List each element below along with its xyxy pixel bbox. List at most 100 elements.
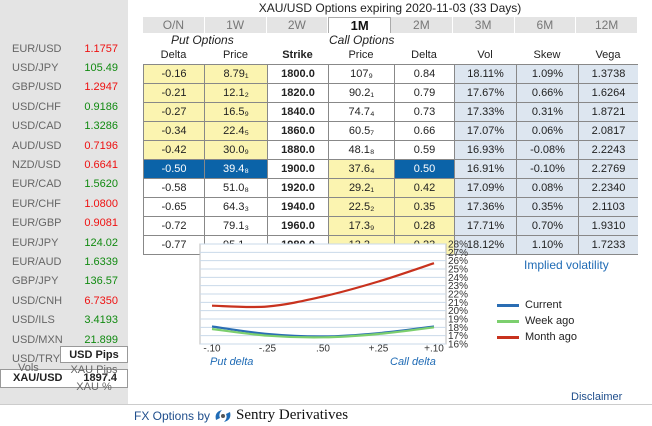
- pair-rate: 1.3286: [84, 120, 118, 133]
- cell-vega: 2.0817: [578, 122, 638, 140]
- cell-put-delta: -0.58: [143, 179, 204, 197]
- cell-vega: 2.2340: [578, 179, 638, 197]
- pair-row-usd-cnh[interactable]: USD/CNH 6.7350: [0, 291, 128, 310]
- cell-put-price: 39.4₈: [204, 160, 267, 178]
- cell-call-delta: 0.42: [394, 179, 454, 197]
- row-divider: [143, 64, 638, 65]
- cell-strike: 1840.0: [267, 103, 328, 121]
- cell-skew: 0.06%: [516, 122, 578, 140]
- put-options-header: Put Options: [171, 33, 234, 47]
- pair-row-usd-chf[interactable]: USD/CHF 0.9186: [0, 97, 128, 116]
- table-row[interactable]: -0.58 51.0₈ 1920.0 29.2₁ 0.42 17.09% 0.08% 2.23…: [143, 179, 638, 198]
- cell-call-delta: 0.50: [394, 160, 454, 178]
- pair-row-eur-aud[interactable]: EUR/AUD 1.6339: [0, 252, 128, 271]
- pair-row-aud-usd[interactable]: AUD/USD 0.7196: [0, 136, 128, 155]
- tab-12m[interactable]: 12M: [576, 17, 638, 33]
- cell-call-price: 37.6₄: [328, 160, 394, 178]
- table-row[interactable]: -0.27 16.5₉ 1840.0 74.7₄ 0.73 17.33% 0.31% 1.87…: [143, 103, 638, 122]
- y-tick-label: 27%: [448, 248, 468, 259]
- xau-pips-toggle[interactable]: XAU Pips: [70, 364, 118, 376]
- pair-row-eur-jpy[interactable]: EUR/JPY 124.02: [0, 233, 128, 252]
- cell-strike: 1940.0: [267, 198, 328, 216]
- table-row[interactable]: -0.65 64.3₃ 1940.0 22.5₂ 0.35 17.36% 0.35% 2.11…: [143, 198, 638, 217]
- pair-row-usd-cad[interactable]: USD/CAD 1.3286: [0, 117, 128, 136]
- y-tick-label: 19%: [448, 315, 468, 326]
- pair-row-eur-chf[interactable]: EUR/CHF 1.0800: [0, 194, 128, 213]
- x-tick-label: -.10: [203, 343, 221, 354]
- call-options-header: Call Options: [329, 33, 395, 47]
- cell-put-delta: -0.50: [143, 160, 204, 178]
- tab-2w[interactable]: 2W: [266, 17, 329, 33]
- legend-label: Week ago: [525, 315, 575, 327]
- tab-6m[interactable]: 6M: [514, 17, 577, 33]
- pair-name: USD/CAD: [12, 120, 62, 133]
- cell-skew: 0.70%: [516, 217, 578, 235]
- tab-3m[interactable]: 3M: [452, 17, 515, 33]
- pair-name: AUD/USD: [12, 139, 62, 152]
- cell-vol: 17.07%: [454, 122, 516, 140]
- cell-strike: 1860.0: [267, 122, 328, 140]
- pair-rate: 0.6641: [84, 158, 118, 171]
- cell-put-delta: -0.16: [143, 65, 204, 83]
- table-row-atm[interactable]: -0.50 39.4₈ 1900.0 37.6₄ 0.50 16.91% -0.10% 2.2…: [143, 160, 638, 179]
- cell-call-price: 90.2₁: [328, 84, 394, 102]
- fx-options-label[interactable]: FX Options by: [134, 409, 211, 423]
- cell-skew: 0.66%: [516, 84, 578, 102]
- tab-on[interactable]: O/N: [143, 17, 205, 33]
- pair-row-eur-usd[interactable]: EUR/USD 1.1757: [0, 39, 128, 58]
- tab-1m[interactable]: 1M: [328, 17, 391, 33]
- y-tick-label: 16%: [448, 340, 468, 351]
- cell-call-price: 74.7₄: [328, 103, 394, 121]
- y-tick-label: 17%: [448, 331, 468, 342]
- x-tick-label: .50: [316, 343, 330, 354]
- table-row[interactable]: -0.34 22.4₅ 1860.0 60.5₇ 0.66 17.07% 0.06% 2.08…: [143, 122, 638, 141]
- cell-put-delta: -0.34: [143, 122, 204, 140]
- pair-row-xau-usd[interactable]: XAU/USD 1897.4: [0, 368, 128, 388]
- row-divider: [143, 159, 638, 160]
- pair-name: USD/TRY: [12, 352, 61, 365]
- cell-put-delta: -0.27: [143, 103, 204, 121]
- call-delta-caption: Call delta: [390, 356, 436, 368]
- currency-pair-panel: EUR/USD 1.1757 USD/JPY 105.49 GBP/USD 1.2947 U…: [0, 0, 128, 404]
- table-row[interactable]: -0.42 30.0₉ 1880.0 48.1₈ 0.59 16.93% -0.08% 2.2…: [143, 141, 638, 160]
- pair-row-eur-gbp[interactable]: EUR/GBP 0.9081: [0, 214, 128, 233]
- tab-1w[interactable]: 1W: [204, 17, 267, 33]
- xau-percent-toggle[interactable]: XAU %: [76, 381, 112, 393]
- pair-row-nzd-usd[interactable]: NZD/USD 0.6641: [0, 155, 128, 174]
- y-tick-label: 24%: [448, 273, 468, 284]
- cell-skew: 0.35%: [516, 198, 578, 216]
- pair-row-usd-ils[interactable]: USD/ILS 3.4193: [0, 311, 128, 330]
- pair-name: USD/CNH: [12, 294, 63, 307]
- pair-name: EUR/JPY: [12, 236, 59, 249]
- cell-vol: 18.11%: [454, 65, 516, 83]
- cell-vega: 1.9310: [578, 217, 638, 235]
- cell-skew: 1.09%: [516, 65, 578, 83]
- pair-name: GBP/USD: [12, 81, 62, 94]
- disclaimer-link[interactable]: Disclaimer: [571, 391, 623, 403]
- pair-row-usd-jpy[interactable]: USD/JPY 105.49: [0, 58, 128, 77]
- pair-rate: 1.5620: [84, 178, 118, 191]
- series-line-month-ago: [211, 262, 435, 309]
- cell-call-delta: 0.28: [394, 217, 454, 235]
- col-header-skew: Skew: [533, 49, 561, 61]
- table-row[interactable]: -0.21 12.1₂ 1820.0 90.2₁ 0.79 17.67% 0.66% 1.62…: [143, 84, 638, 103]
- cell-strike: 1880.0: [267, 141, 328, 159]
- table-row[interactable]: -0.72 79.1₃ 1960.0 17.3₉ 0.28 17.71% 0.70% 1.93…: [143, 217, 638, 236]
- row-divider: [143, 235, 638, 236]
- cell-vol: 16.91%: [454, 160, 516, 178]
- cell-strike: 1800.0: [267, 65, 328, 83]
- y-tick-label: 22%: [448, 290, 468, 301]
- tab-2m[interactable]: 2M: [391, 17, 453, 33]
- legend-item-current: Current: [497, 298, 562, 312]
- cell-strike: 1960.0: [267, 217, 328, 235]
- pair-row-gbp-jpy[interactable]: GBP/JPY 136.57: [0, 272, 128, 291]
- col-header-strike: Strike: [282, 49, 313, 61]
- legend-label: Month ago: [525, 331, 577, 343]
- cell-vega: 1.7233: [578, 236, 638, 254]
- x-tick-label: -.25: [259, 343, 277, 354]
- pair-row-usd-mxn[interactable]: USD/MXN 21.899: [0, 330, 128, 349]
- pair-row-gbp-usd[interactable]: GBP/USD 1.2947: [0, 78, 128, 97]
- table-row[interactable]: -0.16 8.79₁ 1800.0 107₉ 0.84 18.11% 1.09% 1.373…: [143, 65, 638, 84]
- pair-row-eur-cad[interactable]: EUR/CAD 1.5620: [0, 175, 128, 194]
- usd-pips-toggle[interactable]: USD Pips: [60, 346, 128, 363]
